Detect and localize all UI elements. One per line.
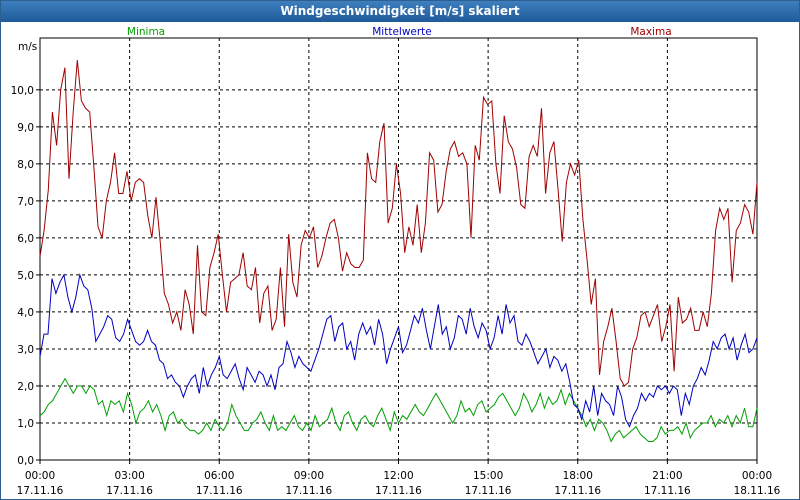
x-tick-time: 00:00: [25, 470, 55, 482]
legend-maxima: Maxima: [630, 26, 671, 38]
x-tick-time: 18:00: [563, 470, 593, 482]
y-tick-label: 7,0: [17, 196, 34, 208]
x-axis: 00:00 17.11.16 03:00 17.11.16 06:00 17.11.16 0…: [17, 460, 781, 497]
series-line-mittelwerte: [39, 272, 758, 428]
x-tick-time: 06:00: [204, 470, 234, 482]
y-tick-label: 4,0: [17, 307, 34, 319]
legend-minima: Minima: [127, 26, 165, 38]
x-tick-date: 17.11.16: [285, 485, 332, 497]
y-tick-label: 10,0: [11, 85, 34, 97]
x-tick-date: 18.11.16: [734, 485, 781, 497]
x-tick-date: 17.11.16: [106, 485, 153, 497]
x-tick-date: 17.11.16: [465, 485, 512, 497]
x-tick-time: 21:00: [652, 470, 682, 482]
series-lines: [39, 60, 758, 443]
y-tick-label: 1,0: [17, 418, 34, 430]
legend-mittelwerte: Mittelwerte: [372, 26, 432, 38]
x-tick-time: 09:00: [294, 470, 324, 482]
x-tick-date: 17.11.16: [375, 485, 422, 497]
y-tick-label: 0,0: [17, 455, 34, 467]
chart-title: Windgeschwindigkeit [m/s] skaliert: [1, 1, 799, 22]
x-tick-time: 15:00: [473, 470, 503, 482]
x-tick-date: 17.11.16: [17, 485, 64, 497]
x-tick-date: 17.11.16: [196, 485, 243, 497]
y-tick-label: 5,0: [17, 270, 34, 282]
x-tick-date: 17.11.16: [554, 485, 601, 497]
y-tick-label: 6,0: [17, 233, 34, 245]
y-axis-label: m/s: [18, 41, 37, 53]
legend: Minima Mittelwerte Maxima: [127, 26, 672, 38]
x-tick-date: 17.11.16: [644, 485, 691, 497]
y-tick-label: 2,0: [17, 381, 34, 393]
x-tick-time: 12:00: [383, 470, 413, 482]
x-tick-time: 03:00: [114, 470, 144, 482]
x-tick-time: 00:00: [742, 470, 772, 482]
y-tick-label: 8,0: [17, 159, 34, 171]
series-line-maxima: [39, 60, 758, 387]
y-axis: 0,0 1,0 2,0 3,0 4,0 5,0 6,0 7,0 8,0 9,0 10,0: [11, 85, 40, 467]
y-tick-label: 3,0: [17, 344, 34, 356]
y-tick-label: 9,0: [17, 122, 34, 134]
series-line-minima: [39, 377, 758, 443]
